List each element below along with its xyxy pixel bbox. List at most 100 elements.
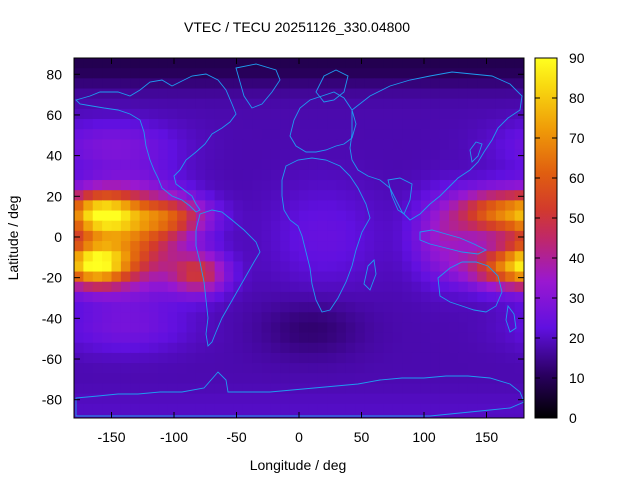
heat-cell (505, 88, 516, 100)
heat-cell (92, 241, 103, 252)
heat-cell (336, 363, 347, 374)
heat-cell (167, 342, 178, 354)
heat-cell (345, 332, 356, 344)
heat-cell (458, 322, 469, 334)
heat-cell (177, 261, 188, 273)
heat-cell (270, 180, 281, 191)
heat-cell (167, 363, 178, 374)
heat-cell (495, 383, 506, 395)
heat-cell (392, 312, 403, 324)
heat-cell (383, 342, 394, 354)
heat-cell (233, 342, 244, 354)
heat-cell (495, 180, 506, 191)
heat-cell (111, 332, 122, 344)
heat-cell (158, 383, 169, 395)
heat-cell (411, 261, 422, 273)
heat-cell (102, 88, 113, 100)
heat-cell (92, 352, 103, 364)
heat-cell (261, 312, 272, 324)
heat-cell (92, 393, 103, 405)
heat-cell (374, 180, 384, 191)
heat-cell (430, 129, 441, 140)
heat-cell (252, 241, 263, 252)
heat-cell (392, 108, 403, 120)
heat-cell (514, 312, 524, 324)
heat-cell (233, 139, 244, 151)
heat-cell (355, 119, 366, 130)
heat-cell (158, 241, 169, 252)
heat-cell (486, 78, 497, 90)
heat-cell (289, 190, 300, 201)
y-tick-label: 40 (46, 148, 62, 164)
heat-cell (317, 139, 328, 151)
heat-cell (111, 200, 122, 212)
heat-cell (495, 302, 506, 313)
heat-cell (430, 180, 441, 191)
heat-cell (392, 261, 403, 273)
heat-cell (514, 413, 524, 418)
heat-cell (430, 383, 441, 395)
heat-cell (130, 281, 141, 293)
heat-cell (449, 78, 459, 90)
heat-cell (74, 312, 84, 324)
heat-cell (120, 190, 131, 201)
heat-cell (430, 98, 441, 110)
heat-cell (149, 108, 159, 120)
heat-cell (449, 190, 459, 201)
heat-cell (195, 373, 206, 385)
heat-cell (411, 129, 422, 140)
heat-cell (467, 139, 478, 151)
heat-cell (130, 373, 141, 385)
heat-cell (420, 373, 431, 385)
heat-cell (505, 261, 516, 273)
heat-cell (345, 322, 356, 334)
heat-cell (289, 281, 300, 293)
heat-cell (252, 322, 263, 334)
heat-cell (317, 58, 328, 69)
heat-cell (242, 108, 253, 120)
y-tick-label: 60 (46, 107, 62, 123)
heat-cell (336, 302, 347, 313)
heat-cell (83, 393, 94, 405)
heat-cell (467, 159, 478, 171)
heat-cell (177, 169, 188, 181)
heat-cell (308, 98, 319, 110)
heat-cell (392, 403, 403, 415)
heat-cell (411, 68, 422, 79)
heat-cell (383, 108, 394, 120)
heat-cell (139, 169, 150, 181)
heat-cell (327, 271, 338, 283)
heat-cell (130, 119, 141, 130)
heat-cell (224, 98, 234, 110)
heat-cell (477, 413, 488, 418)
heat-cell (430, 159, 441, 171)
heat-cell (261, 393, 272, 405)
heat-cell (186, 200, 197, 212)
heat-cell (130, 393, 141, 405)
heat-cell (327, 108, 338, 120)
heat-cell (177, 230, 188, 242)
heat-cell (102, 149, 113, 161)
heat-cell (270, 352, 281, 364)
heat-cell (486, 332, 497, 344)
heat-cell (355, 312, 366, 324)
heat-cell (402, 271, 413, 283)
coast-new-zealand (505, 304, 517, 333)
heat-cell (242, 383, 253, 395)
heat-cell (252, 302, 263, 313)
heat-cell (364, 363, 375, 374)
heat-cell (495, 322, 506, 334)
heat-cell (280, 393, 291, 405)
heat-cell (495, 210, 506, 222)
heat-cell (374, 88, 384, 100)
heat-cell (317, 373, 328, 385)
heat-cell (299, 393, 309, 405)
heat-cell (167, 180, 178, 191)
heat-cell (505, 251, 516, 262)
heat-cell (402, 108, 413, 120)
heat-cell (270, 363, 281, 374)
heat-cell (411, 403, 422, 415)
heat-cell (420, 169, 431, 181)
heat-cell (420, 281, 431, 293)
heat-cell (195, 88, 206, 100)
